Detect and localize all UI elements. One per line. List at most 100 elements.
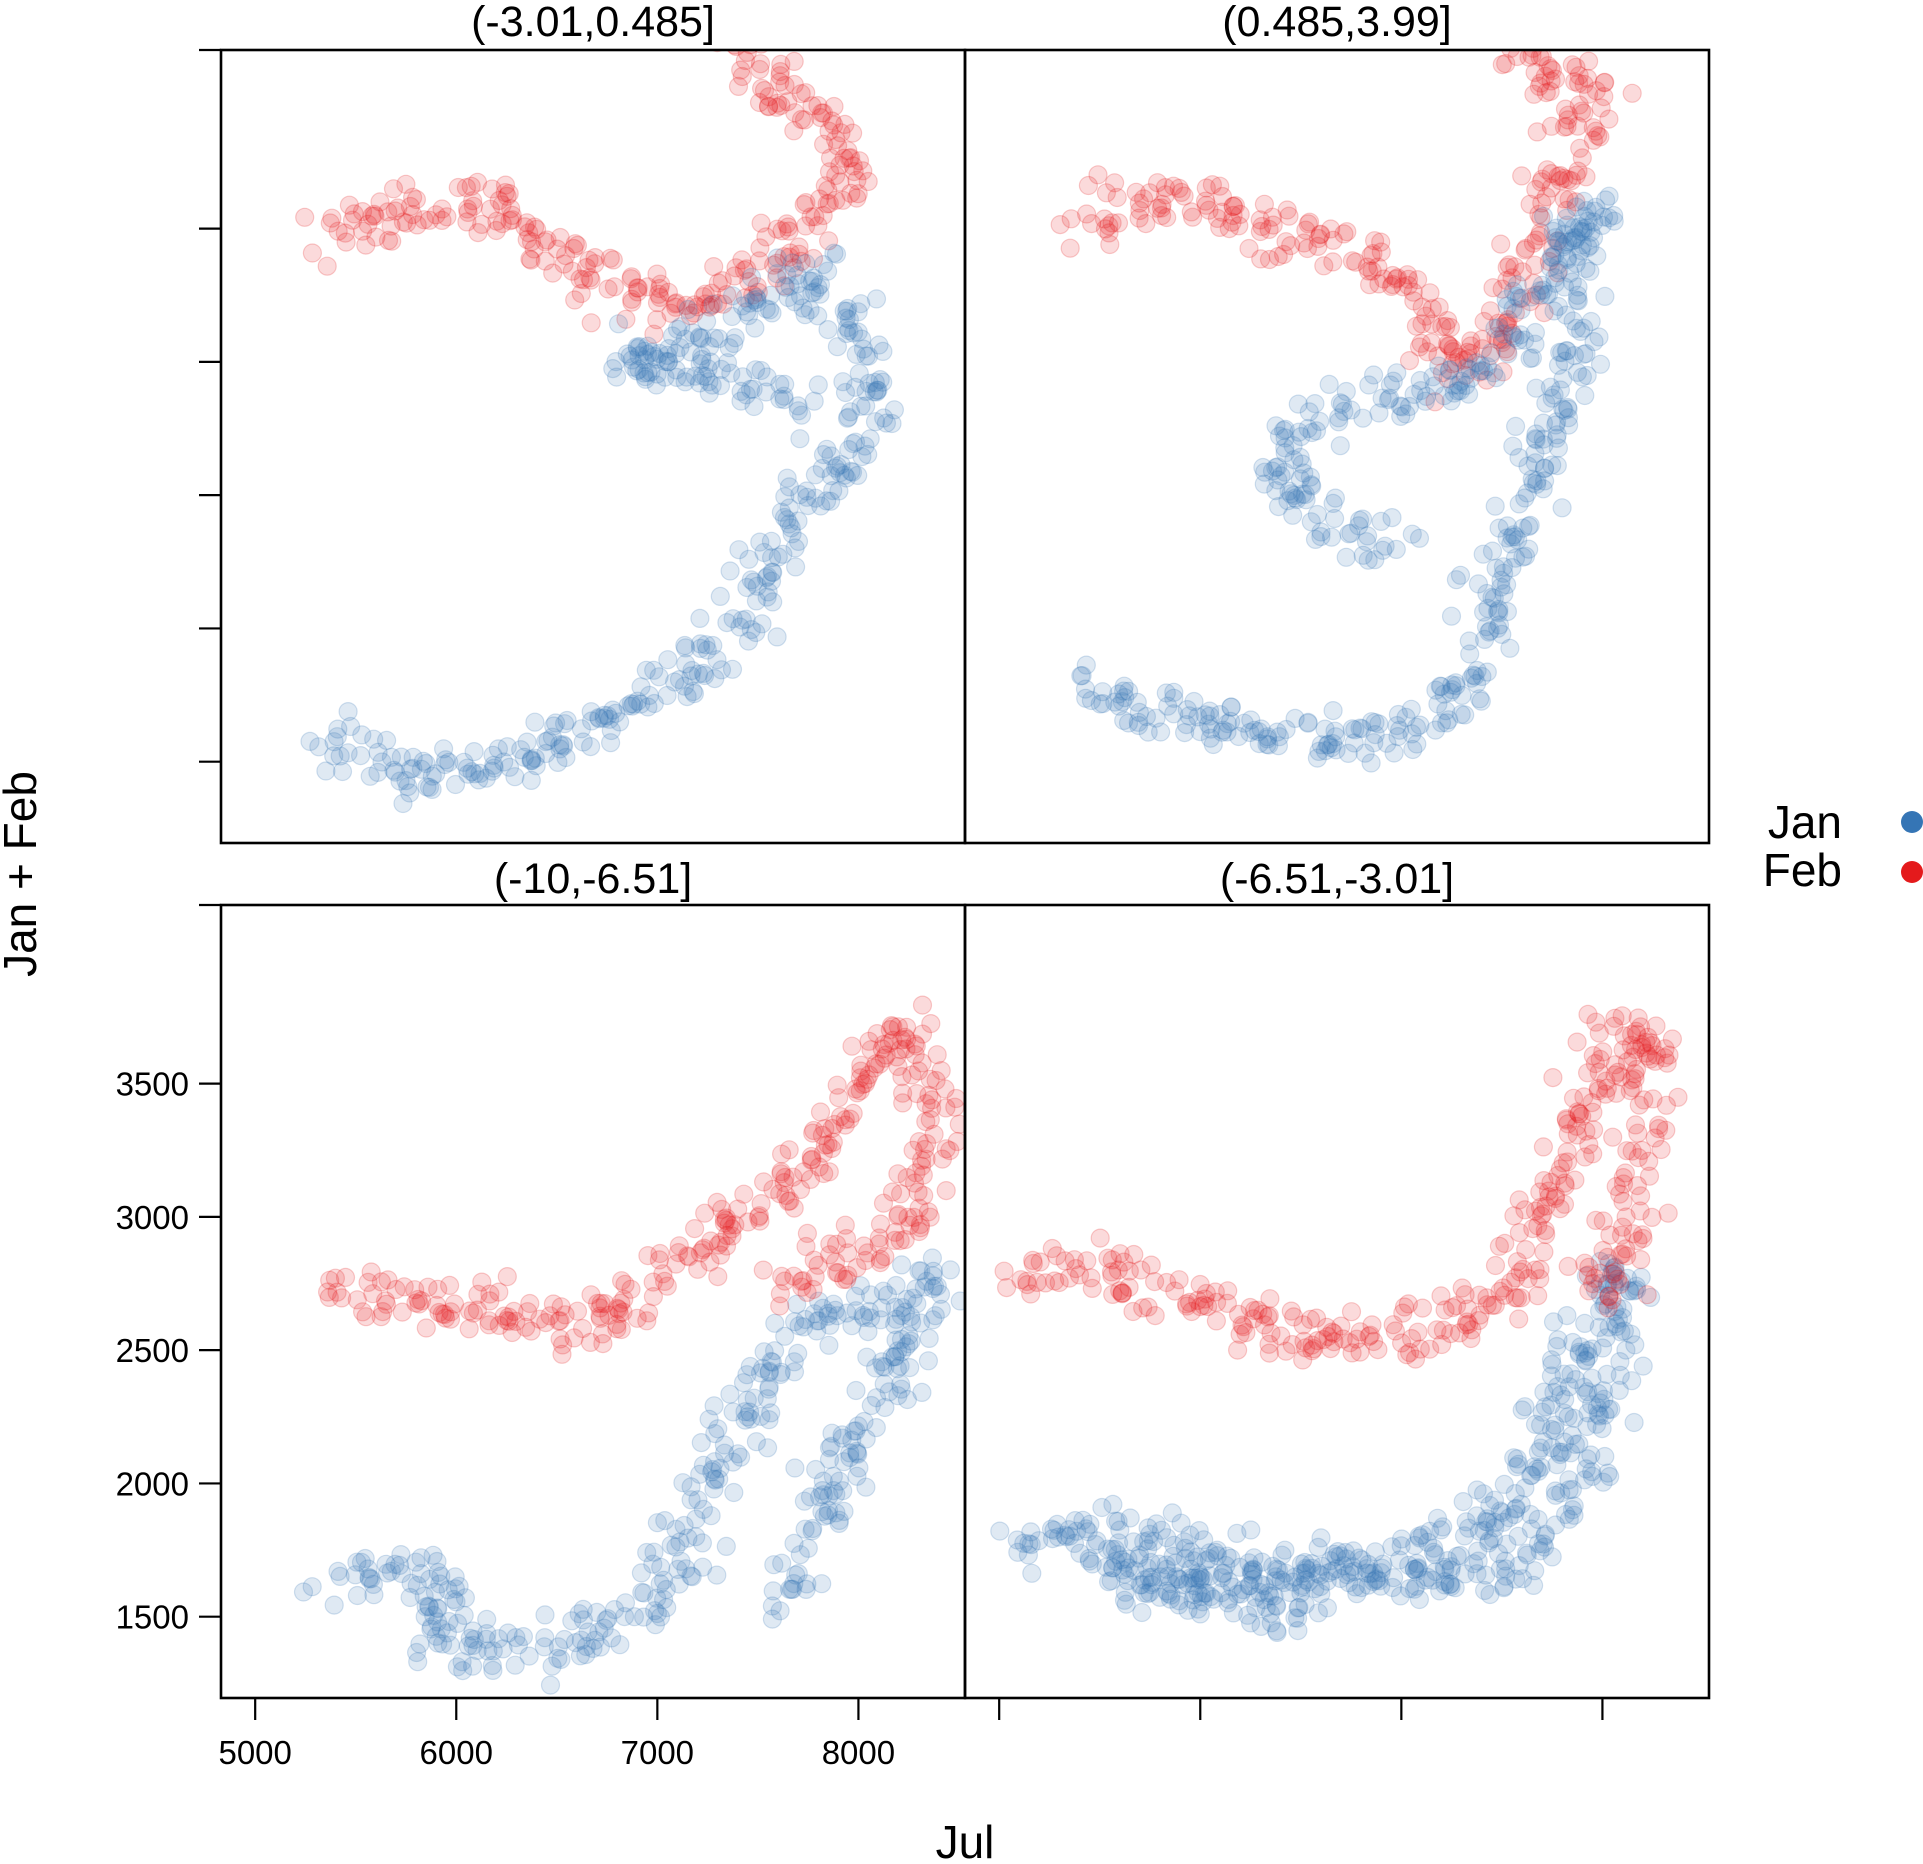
point-feb [1497, 0, 1515, 11]
point-jan [1106, 1551, 1126, 1571]
point-feb [748, 1207, 769, 1227]
point-feb [815, 1135, 836, 1155]
point-jan [562, 1611, 582, 1631]
point-jan [1593, 1472, 1613, 1492]
point-jan [1158, 1566, 1178, 1586]
point-feb [1509, 1309, 1529, 1329]
point-jan [927, 1276, 947, 1296]
point-jan [872, 1352, 892, 1372]
point-jan [1593, 207, 1614, 227]
point-jan [1184, 691, 1204, 712]
point-jan [573, 1599, 593, 1620]
point-jan [839, 440, 859, 460]
point-feb [833, 190, 853, 210]
point-jan [573, 1610, 594, 1630]
point-jan [1269, 727, 1290, 747]
point-feb [1438, 336, 1459, 356]
point-jan [396, 770, 416, 791]
point-jan [835, 382, 856, 403]
point-feb [716, 1210, 736, 1231]
point-jan [671, 317, 691, 337]
point-jan [736, 385, 756, 405]
point-jan [907, 1294, 927, 1314]
point-jan [1575, 1313, 1595, 1334]
point-feb [1630, 1201, 1650, 1221]
point-feb [778, 217, 798, 237]
point-feb [873, 1193, 894, 1213]
point-jan [1322, 1561, 1343, 1581]
point-jan [1535, 1397, 1556, 1417]
point-jan [634, 363, 654, 383]
point-feb [1023, 1253, 1043, 1274]
point-feb [1554, 117, 1575, 137]
point-feb [1323, 230, 1343, 250]
point-jan [738, 1407, 758, 1427]
point-jan [1217, 1546, 1237, 1566]
point-jan [1111, 1550, 1132, 1570]
point-jan [746, 287, 766, 307]
point-jan [1369, 714, 1389, 734]
point-jan [1110, 1520, 1130, 1540]
point-feb [842, 123, 863, 143]
point-feb [427, 1295, 447, 1316]
point-jan [1585, 201, 1605, 221]
point-jan [445, 1567, 465, 1587]
point-feb [551, 1297, 571, 1317]
point-feb [356, 235, 376, 255]
point-feb [1196, 195, 1216, 215]
point-jan [636, 660, 656, 680]
point-jan [1310, 1565, 1330, 1585]
point-jan [1176, 714, 1197, 735]
point-jan [834, 1452, 854, 1472]
point-feb [1608, 1062, 1628, 1082]
point-feb [1472, 339, 1493, 359]
point-feb [627, 1308, 647, 1328]
point-jan [1207, 1546, 1228, 1566]
point-jan [767, 264, 787, 284]
point-feb [1656, 1120, 1676, 1140]
point-feb [1625, 1115, 1646, 1135]
point-jan [1558, 399, 1578, 419]
point-jan [1221, 697, 1241, 717]
point-feb [1550, 1159, 1571, 1179]
point-jan [1506, 1569, 1526, 1589]
point-feb [1410, 1339, 1430, 1359]
point-jan [1610, 1365, 1630, 1385]
point-jan [1494, 1576, 1514, 1597]
point-feb [497, 1310, 517, 1331]
point-feb [1594, 73, 1614, 93]
point-jan [1473, 602, 1494, 622]
panel-title-bottom-left: (-10,-6.51] [494, 855, 692, 903]
point-jan [1620, 1281, 1640, 1301]
point-jan [403, 747, 423, 767]
point-jan [1319, 374, 1339, 394]
point-jan [1269, 426, 1290, 446]
point-jan [1498, 344, 1518, 364]
point-jan [1494, 324, 1514, 344]
point-jan [534, 1637, 554, 1657]
point-jan [822, 1423, 842, 1443]
point-feb [1578, 1265, 1598, 1285]
point-jan [300, 731, 320, 752]
point-feb [628, 278, 648, 298]
point-jan [1442, 675, 1462, 695]
point-jan [1555, 351, 1575, 371]
point-jan [1353, 408, 1373, 428]
point-jan [1425, 1545, 1445, 1565]
point-feb [1576, 167, 1596, 187]
point-jan [685, 366, 705, 386]
point-jan [731, 381, 751, 401]
point-jan [820, 1315, 840, 1335]
point-jan [1311, 522, 1331, 542]
point-jan [1545, 1415, 1565, 1435]
point-jan [1434, 386, 1454, 406]
point-jan [744, 396, 764, 417]
point-jan [745, 318, 765, 338]
point-feb [1577, 68, 1598, 88]
point-jan [762, 1352, 783, 1372]
point-jan [569, 1604, 589, 1624]
point-jan [717, 353, 738, 373]
point-jan [1581, 1395, 1602, 1415]
point-jan [1411, 381, 1431, 401]
point-jan [747, 576, 767, 596]
